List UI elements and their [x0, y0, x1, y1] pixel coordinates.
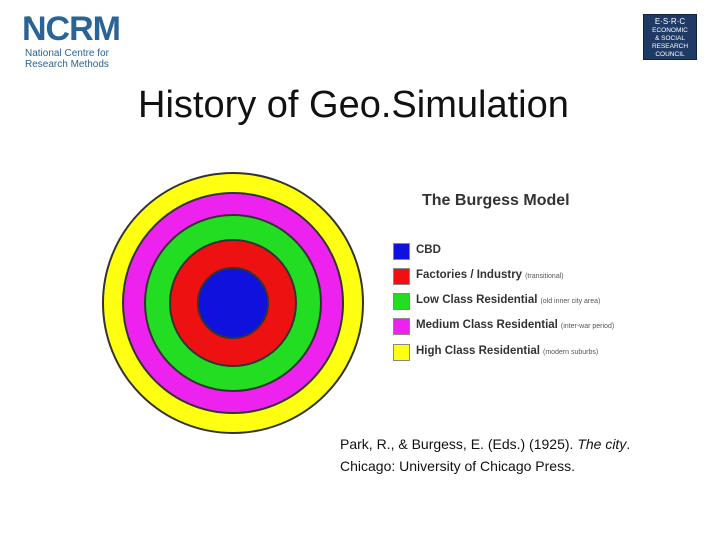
legend-swatch	[393, 268, 410, 285]
esrc-line-5: COUNCIL	[655, 51, 685, 58]
zone-note: (transitional)	[525, 273, 564, 280]
ncrm-subtitle-line-1: National Centre for	[25, 48, 109, 59]
esrc-line-3: & SOCIAL	[655, 35, 685, 42]
zone-name: Low Class Residential	[416, 294, 538, 306]
zone-note: (inter-war period)	[560, 323, 615, 330]
ring-cbd	[197, 267, 269, 339]
slide-title: History of Geo.Simulation	[138, 84, 569, 126]
legend-swatch	[393, 243, 410, 260]
legend-swatch	[393, 293, 410, 310]
model-title: The Burgess Model	[422, 192, 570, 209]
zone-note: (modern suburbs)	[542, 349, 599, 356]
citation-end: .	[626, 436, 631, 452]
legend-swatch	[393, 318, 410, 335]
citation-authors: Park, R., & Burgess, E. (Eds.) (1925).	[340, 436, 578, 452]
zone-name: Factories / Industry	[416, 269, 523, 281]
legend-label: CBD	[416, 244, 441, 256]
citation-title: The city	[577, 436, 627, 452]
esrc-line-4: RESEARCH	[652, 43, 688, 50]
ncrm-logo: NCRM National Centre for Research Method…	[22, 12, 122, 70]
legend-label: Factories / Industry (transitional)	[416, 269, 564, 281]
legend-label: Low Class Residential (old inner city are…	[416, 294, 600, 306]
zone-name: High Class Residential	[416, 345, 540, 357]
esrc-logo: E·S·R·C ECONOMIC & SOCIAL RESEARCH COUNC…	[643, 14, 697, 60]
ncrm-subtitle-line-2: Research Methods	[25, 59, 109, 70]
ncrm-logo-dot	[25, 16, 32, 23]
citation-line-1: Park, R., & Burgess, E. (Eds.) (1925). T…	[340, 433, 710, 455]
esrc-line-2: ECONOMIC	[652, 27, 688, 34]
zone-name: CBD	[416, 244, 441, 256]
ncrm-logo-word: NCRM	[22, 10, 121, 48]
legend-label: High Class Residential (modern suburbs)	[416, 345, 598, 357]
zone-name: Medium Class Residential	[416, 319, 558, 331]
concentric-rings	[102, 172, 364, 434]
burgess-model-diagram: The Burgess Model CBD Factories / Indust…	[100, 170, 680, 455]
legend-label: Medium Class Residential (inter-war perio…	[416, 319, 614, 331]
esrc-line-1: E·S·R·C	[655, 17, 685, 26]
citation: Park, R., & Burgess, E. (Eds.) (1925). T…	[340, 433, 710, 477]
ncrm-logo-subtitle: National Centre for Research Methods	[25, 48, 145, 70]
zone-note: (old inner city area)	[540, 298, 601, 305]
citation-line-2: Chicago: University of Chicago Press.	[340, 458, 575, 474]
legend-swatch	[393, 344, 410, 361]
